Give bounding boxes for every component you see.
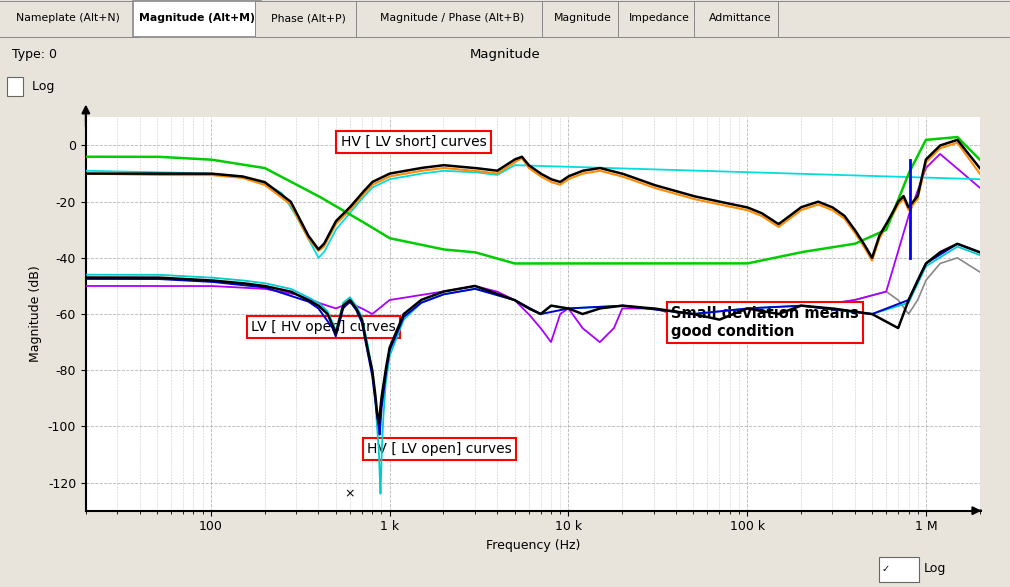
Text: Admittance: Admittance	[708, 14, 772, 23]
Text: HV [ LV open] curves: HV [ LV open] curves	[368, 442, 512, 456]
Text: Type: 0: Type: 0	[12, 48, 58, 61]
FancyBboxPatch shape	[694, 1, 786, 37]
Text: Log: Log	[924, 562, 946, 575]
Text: LV [ HV open] curves: LV [ HV open] curves	[251, 320, 396, 334]
Y-axis label: Magnitude (dB): Magnitude (dB)	[29, 266, 42, 362]
FancyBboxPatch shape	[618, 1, 700, 37]
Text: ×: ×	[344, 487, 356, 500]
FancyBboxPatch shape	[778, 1, 1010, 37]
FancyBboxPatch shape	[133, 1, 261, 37]
Text: Log: Log	[28, 80, 55, 93]
FancyBboxPatch shape	[0, 1, 139, 37]
X-axis label: Frequency (Hz): Frequency (Hz)	[486, 539, 580, 552]
Text: HV [ LV short] curves: HV [ LV short] curves	[340, 135, 487, 149]
Bar	[879, 557, 919, 582]
Bar	[7, 77, 23, 96]
FancyBboxPatch shape	[255, 1, 362, 37]
Text: Impedance: Impedance	[628, 14, 690, 23]
Text: Small deviation means
good condition: Small deviation means good condition	[672, 306, 860, 339]
Text: Magnitude: Magnitude	[554, 14, 612, 23]
FancyBboxPatch shape	[356, 1, 548, 37]
Text: Magnitude (Alt+M): Magnitude (Alt+M)	[139, 14, 255, 23]
Text: Magnitude / Phase (Alt+B): Magnitude / Phase (Alt+B)	[380, 14, 524, 23]
Text: Magnitude: Magnitude	[470, 48, 540, 61]
Text: Nameplate (Alt+N): Nameplate (Alt+N)	[16, 14, 120, 23]
FancyBboxPatch shape	[542, 1, 624, 37]
Text: ✓: ✓	[882, 564, 890, 573]
Text: Phase (Alt+P): Phase (Alt+P)	[271, 14, 345, 23]
